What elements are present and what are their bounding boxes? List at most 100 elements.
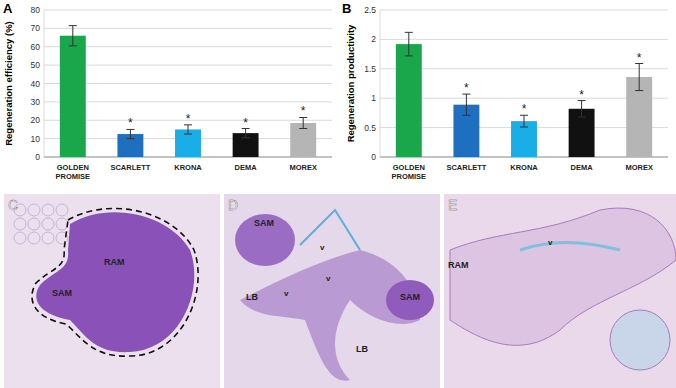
- label-line: KRONA: [174, 163, 202, 172]
- micrograph: CRAMSAM: [4, 194, 220, 388]
- error-cap: [242, 137, 250, 138]
- panel-label: D: [228, 197, 238, 213]
- grid-line: [44, 83, 332, 84]
- cell: [56, 204, 68, 216]
- grid-line: [380, 10, 668, 11]
- micrograph: Ev RAM: [444, 194, 676, 388]
- y-tick-label: 10: [31, 134, 41, 144]
- cell: [42, 218, 54, 230]
- x-tick-label: DEMA: [235, 163, 258, 172]
- y-tick-label: 0.5: [364, 123, 376, 133]
- micrograph-bg: [224, 194, 440, 388]
- error-bar: [462, 94, 470, 115]
- error-bar: [299, 117, 307, 128]
- error-cap: [126, 138, 134, 139]
- grid-line: [380, 68, 668, 69]
- annotation: SAM: [254, 218, 274, 228]
- vessel: [300, 210, 360, 250]
- y-tick-label: 70: [31, 23, 41, 33]
- significance: *: [128, 116, 133, 130]
- y-tick-label: 2: [371, 34, 376, 44]
- significance: *: [243, 116, 248, 130]
- x-tick-label: KRONA: [510, 163, 538, 172]
- annotation: SAM: [52, 288, 72, 298]
- y-tick-label: 30: [31, 97, 41, 107]
- grid-line: [380, 39, 668, 40]
- annotation: v: [548, 238, 553, 247]
- y-tick-label: 40: [31, 79, 41, 89]
- annotation: SAM: [400, 292, 420, 302]
- error-stem: [72, 26, 73, 46]
- error-bar: [405, 32, 413, 56]
- cell: [56, 218, 68, 230]
- error-bar: [126, 129, 134, 138]
- label-line: GOLDEN: [393, 163, 425, 172]
- annotation: RAM: [104, 257, 125, 267]
- chart: ARegeneration efficiency (%)010203040506…: [3, 1, 332, 181]
- bar: [60, 36, 86, 157]
- grid-line: [380, 98, 668, 99]
- error-cap: [405, 55, 413, 56]
- tissue: [386, 280, 434, 320]
- chart: BRegeneration productivity00.511.522.5GO…: [342, 1, 668, 181]
- grid-line: [44, 101, 332, 102]
- tissue: [610, 310, 670, 370]
- y-axis-label: Regeneration productivity: [345, 24, 356, 142]
- micrograph-bg: [444, 194, 676, 388]
- error-cap: [520, 127, 528, 128]
- error-bar: [635, 64, 643, 91]
- y-tick-label: 50: [31, 60, 41, 70]
- marks: [396, 32, 652, 157]
- error-bar: [184, 125, 192, 134]
- error-stem: [245, 129, 246, 138]
- x-tick-label: SCARLETT: [446, 163, 486, 172]
- error-cap: [69, 45, 77, 46]
- annotation: LB: [246, 292, 258, 302]
- y-tick-label: 1.5: [364, 64, 376, 74]
- micrograph-bg: [4, 194, 220, 388]
- annotation: RAM: [448, 260, 469, 270]
- error-stem: [188, 125, 189, 134]
- label-line: KRONA: [510, 163, 538, 172]
- x-tick-label: KRONA: [174, 163, 202, 172]
- y-axis: [44, 10, 45, 157]
- label-line: SCARLETT: [110, 163, 150, 172]
- error-stem: [130, 129, 131, 138]
- label-line: SCARLETT: [446, 163, 486, 172]
- y-axis-label: Regeneration efficiency (%): [3, 21, 14, 146]
- x-tick-label: MOREX: [625, 163, 653, 172]
- cell: [28, 218, 40, 230]
- label-line: GOLDEN: [57, 163, 89, 172]
- x-tick-label: DEMA: [571, 163, 594, 172]
- error-cap: [184, 134, 192, 135]
- cell: [14, 232, 26, 244]
- cell: [42, 204, 54, 216]
- significance: *: [579, 88, 584, 102]
- grid-line: [44, 46, 332, 47]
- tissue: [240, 250, 420, 381]
- error-stem: [581, 101, 582, 117]
- outline: [32, 208, 198, 356]
- error-cap: [578, 117, 586, 118]
- x-tick-label: MOREX: [289, 163, 317, 172]
- significance: *: [637, 51, 642, 65]
- error-bar: [520, 115, 528, 127]
- error-stem: [408, 32, 409, 56]
- grid-line: [44, 28, 332, 29]
- annotation: v: [284, 289, 289, 298]
- label-line: DEMA: [571, 163, 594, 172]
- cell: [28, 204, 40, 216]
- panel-label: E: [448, 197, 457, 213]
- error-cap: [299, 128, 307, 129]
- error-stem: [524, 115, 525, 127]
- vessel: [520, 243, 620, 251]
- error-stem: [466, 94, 467, 115]
- cell: [28, 232, 40, 244]
- annotation: LB: [356, 344, 368, 354]
- error-bar: [242, 129, 250, 138]
- significance: *: [522, 102, 527, 116]
- bar: [175, 129, 201, 157]
- y-axis: [380, 10, 381, 157]
- label-line: PROMISE: [392, 172, 427, 181]
- error-cap: [462, 115, 470, 116]
